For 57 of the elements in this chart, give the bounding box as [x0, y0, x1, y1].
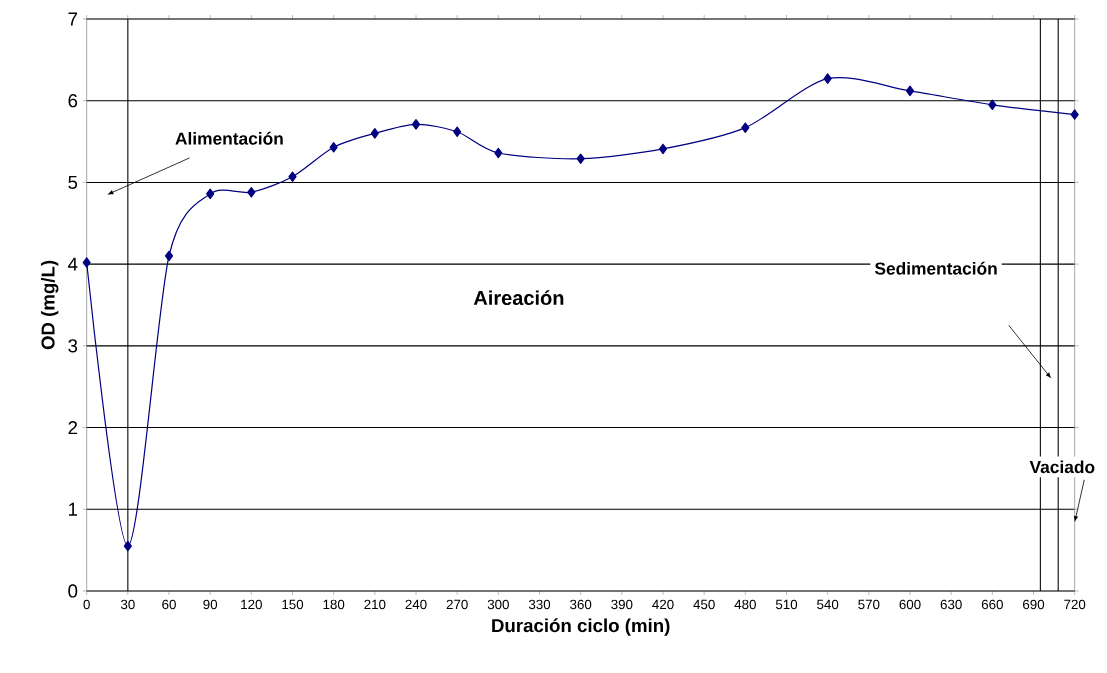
y-tick-label: 7: [68, 12, 78, 26]
point: [741, 122, 750, 133]
annotation: Sedimentación: [874, 261, 997, 275]
point: [164, 250, 174, 262]
x-tick-label: 60: [162, 599, 176, 610]
x-tick-label: 270: [446, 599, 468, 610]
y-tick-label: 5: [68, 175, 78, 189]
x-tick-label: 720: [1064, 599, 1086, 610]
x-tick-label: 300: [487, 599, 509, 610]
x-tick-label: 600: [899, 599, 921, 610]
point: [206, 188, 215, 200]
x-tick-label: 210: [364, 599, 386, 610]
x-tick-label: 150: [282, 599, 304, 610]
y-tick-label: 4: [68, 257, 78, 271]
point: [247, 186, 256, 198]
point: [123, 540, 132, 552]
annotation: Alimentación: [175, 131, 283, 145]
point: [370, 128, 379, 139]
x-tick-label: 540: [817, 599, 839, 610]
y-tick-label: 6: [68, 94, 78, 108]
x-tick-label: 330: [528, 599, 551, 610]
x-tick-label: 450: [693, 599, 715, 610]
x-axis-title: Duración ciclo (min): [492, 618, 670, 636]
x-tick-label: 690: [1023, 599, 1045, 610]
x-tick-label: 660: [981, 599, 1003, 610]
annotation: Vaciado: [1029, 460, 1095, 474]
point: [988, 99, 997, 111]
point: [576, 153, 585, 164]
point: [453, 126, 462, 138]
annotation: Aireación: [473, 290, 564, 306]
x-tick-label: 360: [570, 599, 592, 610]
x-tick-label: 570: [858, 599, 880, 610]
point: [905, 85, 915, 97]
point: [288, 171, 297, 182]
point: [411, 119, 421, 130]
y-tick-label: 0: [68, 584, 78, 598]
point: [494, 147, 503, 159]
y-tick-label: 2: [68, 421, 78, 435]
y-tick-label: 3: [68, 339, 78, 353]
point: [658, 143, 668, 155]
x-tick-label: 0: [83, 599, 90, 610]
point: [823, 73, 832, 84]
x-tick-label: 90: [203, 599, 218, 610]
x-tick-label: 30: [120, 599, 135, 610]
x-tick-label: 390: [611, 599, 633, 610]
point: [329, 142, 338, 153]
x-tick-label: 180: [323, 599, 345, 610]
x-tick-label: 510: [775, 599, 798, 610]
x-tick-label: 480: [734, 599, 756, 610]
x-tick-label: 630: [940, 599, 962, 610]
y-axis-title: OD (mg/L): [40, 260, 59, 350]
point: [1070, 109, 1079, 120]
x-tick-label: 240: [405, 599, 427, 610]
x-tick-label: 420: [652, 599, 674, 610]
point: [82, 257, 91, 268]
y-tick-label: 1: [69, 502, 78, 516]
x-tick-label: 120: [241, 599, 262, 610]
